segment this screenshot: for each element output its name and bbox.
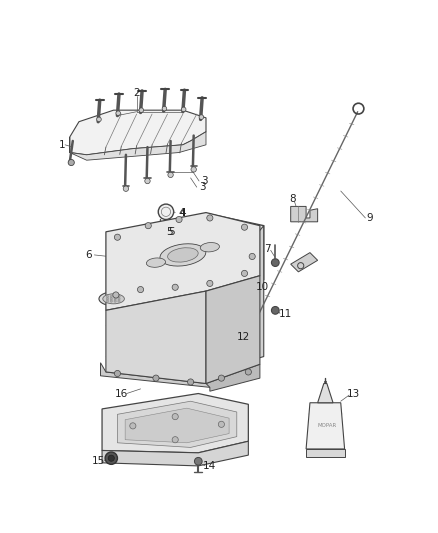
- Circle shape: [218, 375, 225, 381]
- Text: MOPAR: MOPAR: [317, 423, 336, 429]
- Circle shape: [194, 457, 202, 465]
- Circle shape: [110, 295, 113, 297]
- Circle shape: [116, 111, 120, 116]
- Polygon shape: [291, 206, 318, 222]
- Circle shape: [172, 437, 178, 443]
- Circle shape: [249, 253, 255, 260]
- Circle shape: [272, 259, 279, 266]
- Polygon shape: [100, 363, 210, 387]
- Circle shape: [168, 172, 173, 177]
- Circle shape: [105, 452, 117, 464]
- Text: 16: 16: [115, 389, 128, 399]
- Circle shape: [114, 370, 120, 377]
- Polygon shape: [102, 441, 248, 466]
- Ellipse shape: [200, 243, 219, 252]
- Circle shape: [106, 297, 109, 300]
- Polygon shape: [206, 364, 260, 391]
- Text: 14: 14: [203, 461, 216, 471]
- Text: 5: 5: [166, 227, 173, 237]
- Circle shape: [114, 234, 120, 240]
- Polygon shape: [106, 291, 206, 384]
- Ellipse shape: [146, 258, 166, 267]
- Circle shape: [145, 223, 151, 229]
- Text: 15: 15: [92, 456, 105, 466]
- Polygon shape: [70, 110, 206, 155]
- Text: 12: 12: [237, 332, 250, 342]
- Text: 10: 10: [256, 282, 269, 292]
- Circle shape: [207, 280, 213, 287]
- Circle shape: [106, 295, 109, 297]
- Circle shape: [110, 297, 113, 300]
- Polygon shape: [306, 403, 345, 449]
- Ellipse shape: [99, 292, 128, 306]
- Circle shape: [157, 227, 163, 232]
- Text: 5: 5: [168, 227, 175, 237]
- Polygon shape: [117, 401, 237, 447]
- Circle shape: [230, 330, 236, 336]
- Circle shape: [218, 421, 225, 427]
- Text: 6: 6: [85, 250, 92, 260]
- Text: 4: 4: [180, 207, 186, 217]
- Circle shape: [241, 224, 247, 230]
- Polygon shape: [291, 253, 318, 272]
- Text: 1: 1: [59, 140, 65, 150]
- Polygon shape: [70, 132, 206, 160]
- Circle shape: [118, 300, 120, 302]
- Polygon shape: [206, 276, 260, 384]
- Text: 13: 13: [347, 389, 360, 399]
- Circle shape: [108, 455, 114, 461]
- Polygon shape: [110, 214, 264, 310]
- Circle shape: [114, 297, 117, 300]
- Circle shape: [176, 216, 182, 223]
- Circle shape: [139, 108, 144, 112]
- Text: 3: 3: [201, 176, 208, 186]
- Circle shape: [138, 287, 144, 293]
- Text: 9: 9: [366, 213, 373, 223]
- Polygon shape: [306, 449, 345, 457]
- Circle shape: [68, 159, 74, 166]
- Circle shape: [114, 295, 117, 297]
- Circle shape: [114, 300, 117, 302]
- Circle shape: [158, 204, 173, 220]
- Circle shape: [172, 284, 178, 290]
- Text: 11: 11: [279, 309, 292, 319]
- Polygon shape: [318, 384, 333, 403]
- Circle shape: [130, 423, 136, 429]
- Text: 2: 2: [134, 88, 140, 98]
- Ellipse shape: [103, 294, 124, 304]
- Ellipse shape: [160, 244, 206, 266]
- Circle shape: [199, 115, 204, 119]
- Circle shape: [272, 306, 279, 314]
- Circle shape: [118, 297, 120, 300]
- Circle shape: [113, 292, 119, 298]
- Text: 3: 3: [199, 182, 205, 192]
- Circle shape: [172, 414, 178, 419]
- Circle shape: [241, 270, 247, 277]
- Circle shape: [191, 167, 196, 172]
- Circle shape: [123, 186, 129, 191]
- Text: 7: 7: [264, 244, 271, 254]
- Ellipse shape: [168, 248, 198, 262]
- Text: 4: 4: [178, 207, 185, 217]
- Circle shape: [118, 295, 120, 297]
- Polygon shape: [210, 225, 264, 372]
- Circle shape: [153, 375, 159, 381]
- Text: 8: 8: [290, 193, 297, 204]
- Polygon shape: [106, 213, 260, 310]
- Circle shape: [110, 300, 113, 302]
- Circle shape: [181, 107, 186, 112]
- Circle shape: [207, 215, 213, 221]
- Circle shape: [97, 117, 101, 122]
- Polygon shape: [102, 393, 248, 453]
- Circle shape: [145, 179, 150, 184]
- Circle shape: [162, 106, 167, 111]
- Circle shape: [187, 379, 194, 385]
- Circle shape: [106, 300, 109, 302]
- Polygon shape: [125, 408, 229, 443]
- Circle shape: [245, 369, 251, 375]
